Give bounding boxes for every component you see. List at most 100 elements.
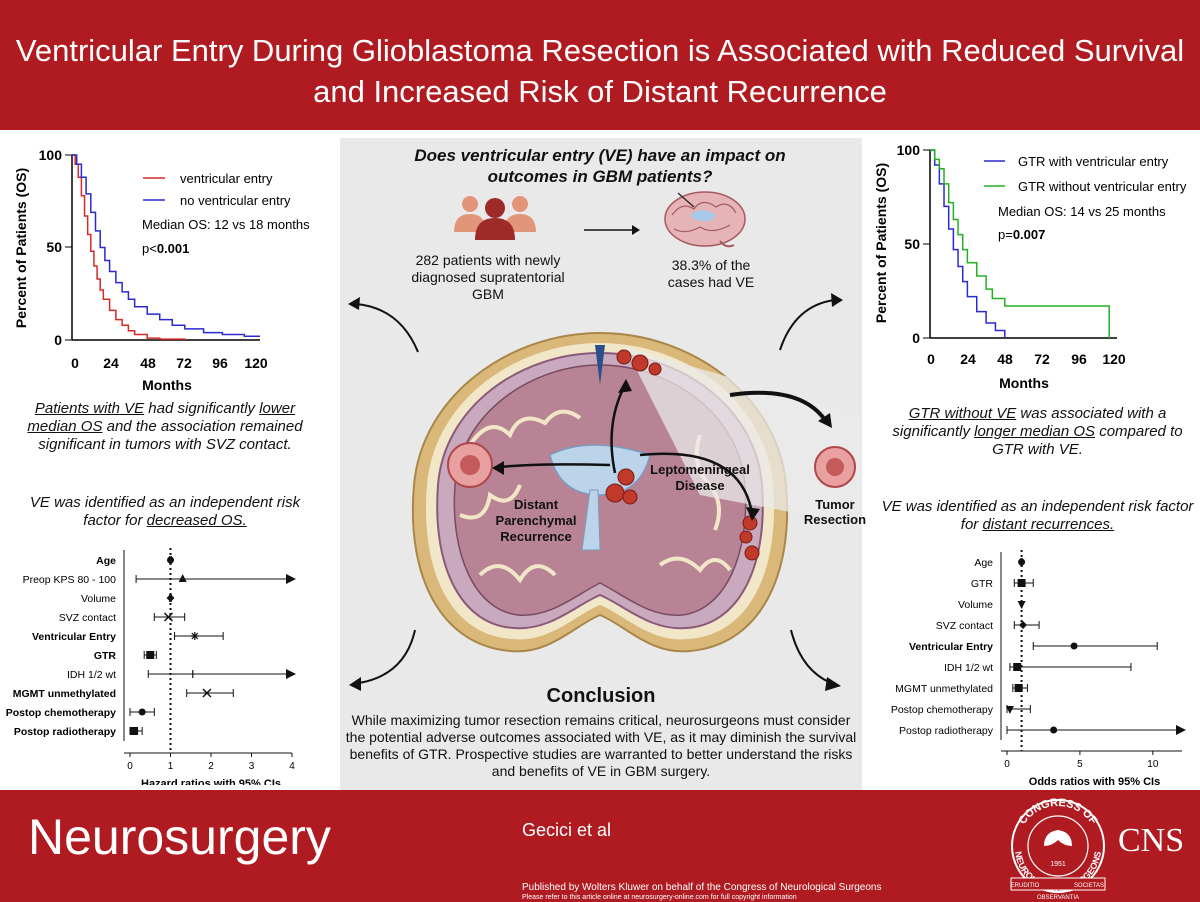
km-left-xtick: 0 — [71, 355, 79, 371]
forest-point-marker — [190, 632, 199, 640]
km-left-xtick: 96 — [212, 355, 228, 371]
left-forest-caption: VE was identified as an independent risk… — [29, 494, 301, 529]
cns-seal-logo: CONGRESS OF NEUROLOGICAL SURGEONS 1951 E… — [1010, 797, 1106, 901]
forest-point-marker — [1017, 579, 1026, 587]
km-right-xtick: 72 — [1034, 351, 1050, 367]
page-title: Ventricular Entry During Glioblastoma Re… — [15, 33, 1185, 109]
forest-point-marker — [130, 727, 139, 735]
km-right-xtick: 0 — [927, 351, 935, 367]
forest-tick-label: 0 — [127, 761, 133, 772]
cns-text: CNS — [1118, 822, 1185, 859]
km-left-ytick: 100 — [39, 147, 63, 163]
conclusion-title: Conclusion — [546, 685, 656, 707]
forest-row-label: GTR — [94, 650, 117, 662]
forest-point-marker — [1070, 642, 1078, 650]
left-km-caption: Patients with VE had significantly lower… — [27, 400, 303, 453]
forest-point-marker — [1005, 706, 1014, 714]
forest-plot-left: 0 1 2 3 4 Hazard ratios with 95% CIs Age Preop … — [6, 548, 296, 785]
forest-row-label: IDH 1/2 wt — [67, 669, 116, 681]
km-right-xtick: 120 — [1102, 351, 1126, 367]
publisher-note: Published by Wolters Kluwer on behalf of… — [522, 882, 882, 893]
forest-tick-label: 3 — [249, 761, 255, 772]
forest-row-label: MGMT unmethylated — [13, 688, 116, 700]
km-left-xtick: 120 — [244, 355, 268, 371]
forest-point-marker — [138, 708, 146, 716]
km-right-legend-no-ve: GTR without ventricular entry — [1018, 179, 1187, 194]
copyright-note: Please refer to this article online at n… — [522, 894, 797, 901]
forest-point-marker — [163, 612, 174, 622]
forest-point-marker — [1014, 684, 1023, 692]
forest-row-label: Volume — [958, 599, 993, 611]
km-right-ytick: 0 — [912, 330, 920, 346]
ve-percentage-text: 38.3% of the cases had VE — [667, 257, 755, 290]
forest-row-label: Age — [96, 555, 116, 567]
forest-ci-arrow — [1176, 725, 1186, 735]
curved-arrow-lower-left — [349, 629, 416, 691]
km-chart-right: Percent of Patients (OS) 100 50 0 0 24 4… — [873, 142, 1187, 391]
curved-arrow-upper-left — [348, 297, 419, 353]
resected-tumor-icon — [814, 446, 856, 488]
forest-row-label: GTR — [971, 578, 994, 590]
forest-tick-label: 2 — [208, 761, 214, 772]
forest-row-label: Ventricular Entry — [32, 631, 116, 643]
forest-point-marker — [202, 688, 212, 698]
km-right-plot-area — [930, 149, 1110, 338]
forest-tick-label: 1 — [168, 761, 174, 772]
km-right-median: Median OS: 14 vs 25 months — [998, 204, 1166, 219]
forest-point-marker — [178, 574, 187, 582]
km-right-legend-ve: GTR with ventricular entry — [1018, 154, 1169, 169]
logo-year: 1951 — [1050, 861, 1066, 868]
km-right-xlabel: Months — [999, 375, 1049, 391]
tumor-resection-label: Tumor Resection — [803, 497, 867, 527]
forest-tick-label: 10 — [1147, 759, 1159, 770]
forest-tick-label: 4 — [289, 761, 295, 772]
km-curve-no-ventricular-entry — [72, 154, 260, 338]
patients-group-icon — [454, 196, 536, 240]
km-right-ytick: 100 — [897, 142, 921, 158]
km-left-ytick: 50 — [46, 239, 62, 255]
forest-point-marker — [1019, 621, 1028, 629]
forest-tick-label: 5 — [1077, 759, 1083, 770]
forest-row-label: Age — [974, 557, 993, 569]
right-km-caption: GTR without VE was associated with a sig… — [892, 405, 1183, 458]
km-left-ytick: 0 — [54, 332, 62, 348]
right-arrow-icon — [584, 225, 640, 235]
brain-icon — [664, 191, 746, 248]
km-curve-ventricular-entry — [72, 154, 186, 340]
km-right-xtick: 24 — [960, 351, 976, 367]
forest-xlabel: Hazard ratios with 95% CIs — [141, 778, 281, 785]
svg-text:ERUDITIO: ERUDITIO — [1011, 883, 1040, 889]
km-left-xlabel: Months — [142, 377, 192, 393]
km-left-plot-area — [72, 154, 260, 340]
forest-ci-arrow — [286, 574, 296, 584]
forest-row-label: Postop chemotherapy — [891, 704, 994, 716]
forest-point-marker — [1013, 663, 1022, 671]
km-right-xtick: 48 — [997, 351, 1013, 367]
forest-tick-label: 0 — [1004, 759, 1010, 770]
km-left-legend-no-ve: no ventricular entry — [180, 193, 291, 208]
forest-xlabel: Odds ratios with 95% CIs — [1029, 776, 1160, 785]
km-left-xtick: 72 — [176, 355, 192, 371]
forest-row-label: SVZ contact — [936, 620, 993, 632]
km-right-ylabel: Percent of Patients (OS) — [873, 163, 889, 323]
title-banner: Ventricular Entry During Glioblastoma Re… — [0, 0, 1200, 130]
brain-cross-section-illustration — [411, 331, 860, 653]
forest-row-label: SVZ contact — [59, 612, 116, 624]
km-left-ylabel: Percent of Patients (OS) — [13, 168, 29, 328]
km-left-xtick: 48 — [140, 355, 156, 371]
km-left-median: Median OS: 12 vs 18 months — [142, 217, 310, 232]
km-left-xtick: 24 — [103, 355, 119, 371]
forest-point-marker — [1050, 726, 1058, 734]
patients-text: 282 patients with newly diagnosed suprat… — [411, 252, 565, 302]
forest-ci-arrow — [286, 669, 296, 679]
forest-row-label: Volume — [81, 593, 116, 605]
forest-point-marker — [1018, 558, 1026, 566]
forest-row-label: Postop chemotherapy — [6, 707, 116, 719]
footer-banner: Neurosurgery Gecici et al Published by W… — [0, 790, 1200, 902]
conclusion-text: While maximizing tumor resection remains… — [345, 712, 857, 779]
forest-plot-right: 0 5 10 Odds ratios with 95% CIs Age GTR Volume… — [891, 550, 1186, 785]
forest-row-label: Postop radiotherapy — [899, 725, 994, 737]
svg-text:SOCIETAS: SOCIETAS — [1074, 883, 1104, 889]
curved-arrow-upper-right — [779, 293, 843, 351]
km-left-pvalue: p<0.001 — [142, 241, 189, 256]
